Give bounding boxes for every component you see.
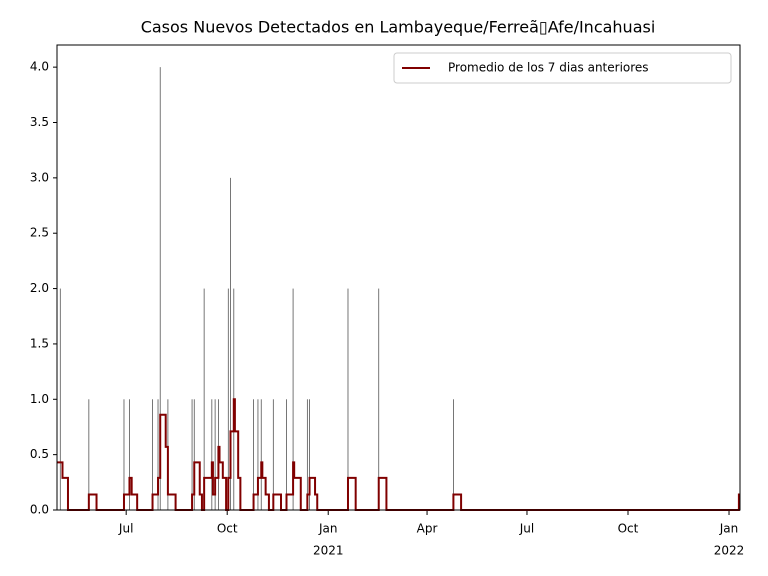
y-tick-label: 3.5 xyxy=(30,115,49,129)
bar xyxy=(123,399,125,510)
bar xyxy=(191,399,193,510)
x-tick-year: 2022 xyxy=(714,544,745,558)
x-tick-label: Oct xyxy=(217,522,238,536)
bar xyxy=(211,399,213,510)
chart-title: Casos Nuevos Detectados en Lambayeque/Fe… xyxy=(141,18,656,37)
legend-box xyxy=(393,52,732,84)
x-tick-label: Oct xyxy=(618,522,639,536)
y-tick-label: 0.0 xyxy=(30,503,49,517)
y-tick-label: 1.0 xyxy=(30,392,49,406)
line xyxy=(57,398,740,511)
bar xyxy=(227,288,229,510)
x-tick-label: Jul xyxy=(118,522,133,536)
x-tick-label: Apr xyxy=(417,522,438,536)
bar xyxy=(152,399,153,510)
bar xyxy=(59,288,61,510)
bar xyxy=(88,399,90,510)
bar xyxy=(230,177,231,510)
bar xyxy=(159,67,161,511)
x-tick-label: Jan xyxy=(719,522,739,536)
plot-frame xyxy=(56,44,741,511)
bar xyxy=(129,399,130,510)
bar xyxy=(193,399,195,510)
bar xyxy=(309,399,310,510)
y-tick-label: 1.5 xyxy=(30,336,49,350)
y-tick-label: 4.0 xyxy=(30,60,49,74)
y-tick-label: 0.5 xyxy=(30,447,49,461)
legend-label: Promedio de los 7 dias anteriores xyxy=(448,61,649,75)
x-tick-label: Jul xyxy=(519,522,534,536)
y-tick-label: 2.5 xyxy=(30,226,49,240)
x-tick-year: 2021 xyxy=(313,544,344,558)
bar xyxy=(157,399,159,510)
bar xyxy=(292,288,294,510)
bar xyxy=(347,288,349,510)
bar xyxy=(286,399,287,510)
bar xyxy=(453,399,454,510)
bar xyxy=(272,399,274,510)
y-tick-label: 3.0 xyxy=(30,170,49,184)
y-tick-label: 2.0 xyxy=(30,281,49,295)
bar xyxy=(203,288,205,510)
bar xyxy=(253,399,254,510)
bar xyxy=(257,399,259,510)
bar xyxy=(378,288,380,510)
x-tick-label: Jan xyxy=(318,522,338,536)
bar xyxy=(306,399,308,510)
bar xyxy=(260,399,262,510)
bar xyxy=(214,399,216,510)
